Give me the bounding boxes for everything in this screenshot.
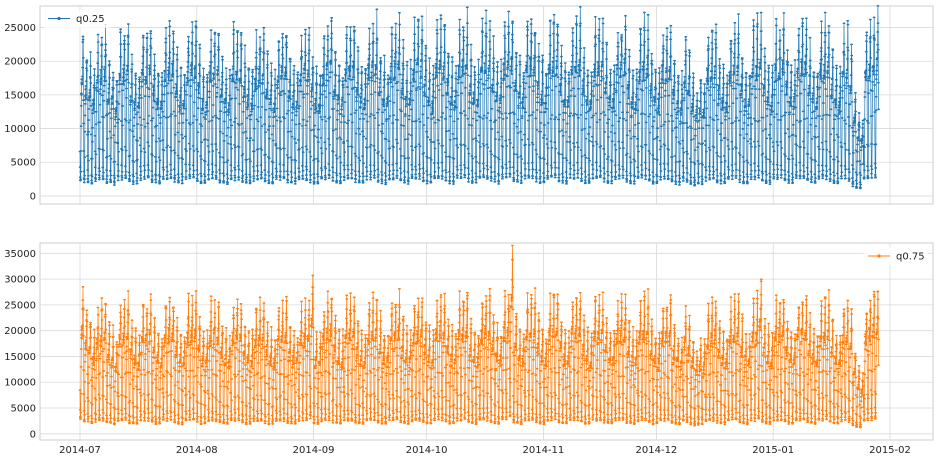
top-y-tick-labels: 0 5000 10000 15000 20000 25000 bbox=[4, 23, 36, 202]
bottom-y-tick-labels: 0 5000 10000 15000 20000 25000 30000 35000 bbox=[4, 249, 36, 440]
y-tick-label: 0 bbox=[30, 429, 36, 440]
x-tick-label: 2014-09 bbox=[293, 445, 335, 456]
y-tick-label: 20000 bbox=[4, 57, 36, 68]
bottom-legend: q0.75 bbox=[864, 247, 928, 265]
y-tick-label: 25000 bbox=[4, 23, 36, 34]
y-tick-label: 20000 bbox=[4, 326, 36, 337]
x-tick-labels: 2014-07 2014-08 2014-09 2014-10 2014-11 2014-… bbox=[59, 445, 911, 456]
x-tick-label: 2014-07 bbox=[59, 445, 101, 456]
bottom-legend-marker-icon bbox=[877, 254, 881, 258]
x-tick-label: 2015-01 bbox=[752, 445, 794, 456]
bottom-series bbox=[78, 244, 880, 429]
x-tick-label: 2014-10 bbox=[406, 445, 448, 456]
top-subplot: 0 5000 10000 15000 20000 25000 q0.25 bbox=[4, 5, 934, 205]
x-tick-label: 2014-08 bbox=[176, 445, 218, 456]
y-tick-label: 10000 bbox=[4, 124, 36, 135]
y-tick-label: 15000 bbox=[4, 352, 36, 363]
top-legend: q0.25 bbox=[44, 10, 110, 28]
series-markers-q0.25 bbox=[78, 5, 880, 190]
y-tick-label: 5000 bbox=[11, 158, 36, 169]
bottom-legend-label: q0.75 bbox=[896, 252, 925, 263]
bottom-legend-box bbox=[864, 247, 928, 265]
top-legend-label: q0.25 bbox=[76, 14, 105, 25]
y-tick-label: 5000 bbox=[11, 404, 36, 415]
y-tick-label: 15000 bbox=[4, 90, 36, 101]
top-legend-marker-icon bbox=[57, 16, 61, 21]
y-tick-label: 10000 bbox=[4, 378, 36, 389]
y-tick-label: 25000 bbox=[4, 300, 36, 311]
series-markers-q0.75 bbox=[78, 244, 880, 429]
y-tick-label: 0 bbox=[30, 191, 36, 202]
bottom-subplot: 0 5000 10000 15000 20000 25000 30000 35000 q0.7… bbox=[4, 242, 934, 441]
y-tick-label: 30000 bbox=[4, 275, 36, 286]
top-legend-box bbox=[44, 10, 110, 28]
x-tick-label: 2014-11 bbox=[522, 445, 564, 456]
y-tick-label: 35000 bbox=[4, 249, 36, 260]
top-series bbox=[78, 5, 880, 190]
x-tick-label: 2014-12 bbox=[636, 445, 678, 456]
x-tick-label: 2015-02 bbox=[869, 445, 911, 456]
series-line-q0.25 bbox=[79, 5, 879, 189]
